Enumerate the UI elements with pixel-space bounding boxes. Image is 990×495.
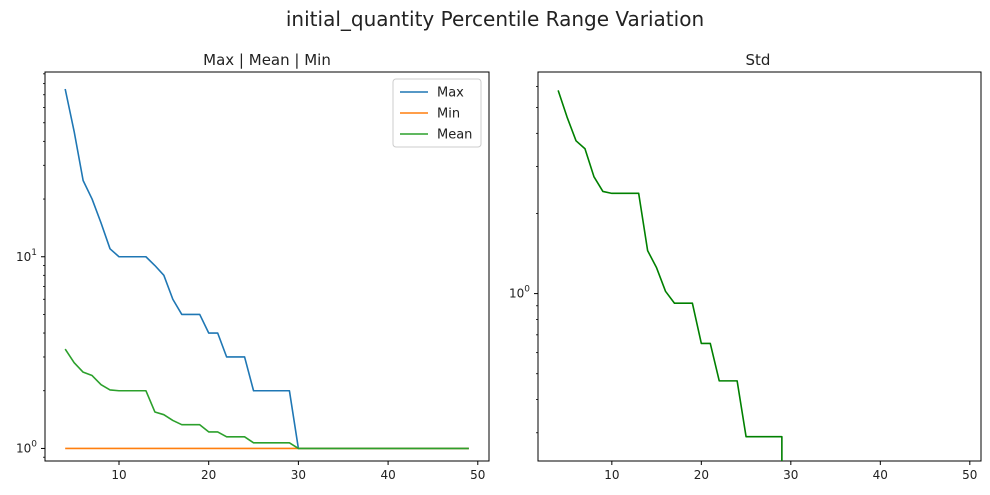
y-tick-label: 100 bbox=[509, 285, 530, 301]
subplot-title: Max | Mean | Min bbox=[203, 51, 331, 69]
x-tick-label: 50 bbox=[962, 468, 977, 482]
x-tick-label: 40 bbox=[873, 468, 888, 482]
y-tick-label: 100 bbox=[16, 439, 37, 455]
subplot-title: Std bbox=[746, 51, 771, 69]
legend-label: Max bbox=[437, 86, 464, 101]
x-tick-label: 20 bbox=[201, 468, 216, 482]
x-tick-label: 50 bbox=[470, 468, 485, 482]
x-tick-label: 10 bbox=[604, 468, 619, 482]
std-series-line bbox=[557, 90, 783, 461]
legend-label: Mean bbox=[437, 128, 472, 143]
plot-area bbox=[537, 71, 982, 462]
y-tick-label: 101 bbox=[16, 248, 37, 264]
figure-title: initial_quantity Percentile Range Variat… bbox=[286, 7, 704, 31]
x-tick-label: 30 bbox=[783, 468, 798, 482]
x-tick-label: 30 bbox=[291, 468, 306, 482]
mean-series-line bbox=[64, 348, 469, 450]
x-tick-label: 20 bbox=[694, 468, 709, 482]
x-tick-label: 10 bbox=[111, 468, 126, 482]
legend-box bbox=[392, 78, 482, 148]
x-tick-label: 40 bbox=[380, 468, 395, 482]
subplot-std: Std 10 20 30 40 50 100 bbox=[509, 51, 982, 482]
subplot-max-mean-min: Max | Mean | Min 10 20 30 40 50 100 101 Max Min… bbox=[16, 51, 490, 482]
legend: Max Min Mean bbox=[392, 78, 482, 148]
legend-label: Min bbox=[437, 107, 460, 122]
